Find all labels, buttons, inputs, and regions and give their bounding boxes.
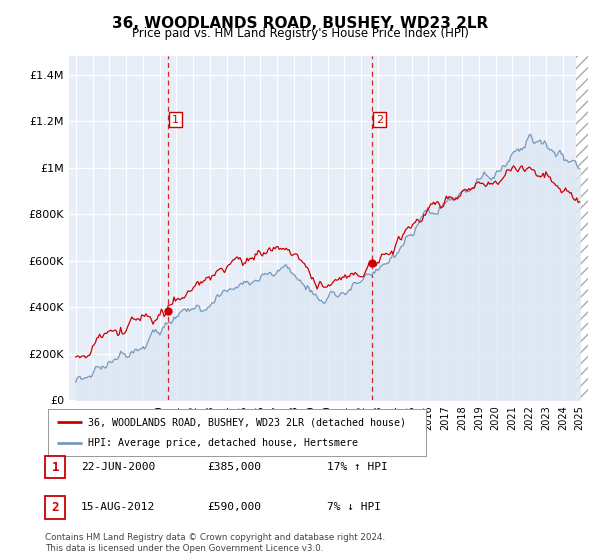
Bar xyxy=(576,56,588,400)
Text: 2: 2 xyxy=(376,115,383,125)
Text: HPI: Average price, detached house, Hertsmere: HPI: Average price, detached house, Hert… xyxy=(88,438,358,448)
Bar xyxy=(576,56,588,400)
Text: 1: 1 xyxy=(52,460,59,474)
Text: Price paid vs. HM Land Registry's House Price Index (HPI): Price paid vs. HM Land Registry's House … xyxy=(131,27,469,40)
Text: 2: 2 xyxy=(52,501,59,514)
Text: 36, WOODLANDS ROAD, BUSHEY, WD23 2LR (detached house): 36, WOODLANDS ROAD, BUSHEY, WD23 2LR (de… xyxy=(88,417,406,427)
Text: 7% ↓ HPI: 7% ↓ HPI xyxy=(327,502,381,512)
Text: £385,000: £385,000 xyxy=(207,462,261,472)
Text: 22-JUN-2000: 22-JUN-2000 xyxy=(81,462,155,472)
Text: 36, WOODLANDS ROAD, BUSHEY, WD23 2LR: 36, WOODLANDS ROAD, BUSHEY, WD23 2LR xyxy=(112,16,488,31)
Text: 15-AUG-2012: 15-AUG-2012 xyxy=(81,502,155,512)
Text: £590,000: £590,000 xyxy=(207,502,261,512)
Text: 1: 1 xyxy=(172,115,179,125)
Text: Contains HM Land Registry data © Crown copyright and database right 2024.
This d: Contains HM Land Registry data © Crown c… xyxy=(45,533,385,553)
Text: 17% ↑ HPI: 17% ↑ HPI xyxy=(327,462,388,472)
